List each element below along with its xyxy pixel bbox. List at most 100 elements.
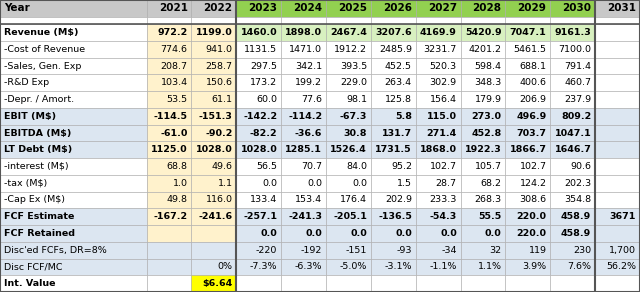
Text: 116.0: 116.0	[205, 195, 232, 204]
Bar	[371, 24, 416, 41]
Bar	[0, 108, 147, 125]
Bar	[326, 108, 371, 125]
Bar	[550, 91, 595, 108]
Bar	[191, 108, 236, 125]
Bar	[191, 91, 236, 108]
Text: 0%: 0%	[218, 263, 232, 271]
Text: -6.3%: -6.3%	[294, 263, 322, 271]
Text: 3207.6: 3207.6	[375, 28, 412, 37]
Text: 297.5: 297.5	[250, 62, 277, 71]
Bar	[371, 141, 416, 158]
Text: 220.0: 220.0	[516, 229, 547, 238]
Text: 30.8: 30.8	[344, 128, 367, 138]
Bar	[506, 258, 550, 275]
Text: 688.1: 688.1	[520, 62, 547, 71]
Bar	[371, 175, 416, 192]
Text: 68.8: 68.8	[166, 162, 188, 171]
Text: -Depr. / Amort.: -Depr. / Amort.	[4, 95, 75, 104]
Bar	[550, 275, 595, 292]
Bar	[461, 125, 506, 141]
Bar	[281, 208, 326, 225]
Text: 809.2: 809.2	[561, 112, 591, 121]
Text: -R&D Exp: -R&D Exp	[4, 78, 50, 87]
Bar	[191, 141, 236, 158]
Text: 1131.5: 1131.5	[244, 45, 277, 54]
Text: 56.5: 56.5	[257, 162, 277, 171]
Text: 268.3: 268.3	[474, 195, 502, 204]
Text: -7.3%: -7.3%	[250, 263, 277, 271]
Bar	[416, 192, 461, 208]
Bar	[461, 192, 506, 208]
Bar	[595, 125, 640, 141]
Bar	[147, 158, 191, 175]
Text: 53.5: 53.5	[166, 95, 188, 104]
Bar	[0, 41, 147, 58]
Text: 354.8: 354.8	[564, 195, 591, 204]
Bar	[595, 17, 640, 24]
Text: 9161.3: 9161.3	[554, 28, 591, 37]
Bar	[147, 208, 191, 225]
Bar	[236, 108, 281, 125]
Bar	[236, 275, 281, 292]
Text: 179.9: 179.9	[475, 95, 502, 104]
Bar	[281, 258, 326, 275]
Text: 2027: 2027	[428, 4, 457, 13]
Bar	[371, 258, 416, 275]
Bar	[236, 225, 281, 242]
Text: -interest (M$): -interest (M$)	[4, 162, 69, 171]
Bar	[461, 158, 506, 175]
Bar	[550, 74, 595, 91]
Bar	[0, 275, 147, 292]
Bar	[506, 58, 550, 74]
Text: Int. Value: Int. Value	[4, 279, 56, 288]
Bar	[326, 158, 371, 175]
Text: 2485.9: 2485.9	[379, 45, 412, 54]
Bar	[416, 108, 461, 125]
Bar	[550, 208, 595, 225]
Bar	[191, 175, 236, 192]
Bar	[236, 0, 281, 17]
Text: 202.3: 202.3	[564, 179, 591, 188]
Bar	[147, 275, 191, 292]
Text: 2030: 2030	[563, 4, 591, 13]
Bar	[416, 17, 461, 24]
Text: -151.3: -151.3	[198, 112, 232, 121]
Text: 258.7: 258.7	[205, 62, 232, 71]
Text: 2028: 2028	[472, 4, 502, 13]
Bar	[236, 125, 281, 141]
Text: 220.0: 220.0	[516, 212, 547, 221]
Bar	[416, 41, 461, 58]
Text: 0.0: 0.0	[350, 229, 367, 238]
Bar	[506, 17, 550, 24]
Bar	[147, 192, 191, 208]
Text: 7.6%: 7.6%	[567, 263, 591, 271]
Bar	[461, 0, 506, 17]
Text: 1922.3: 1922.3	[465, 145, 502, 154]
Bar	[595, 41, 640, 58]
Bar	[191, 208, 236, 225]
Bar	[0, 91, 147, 108]
Text: 1.0: 1.0	[173, 179, 188, 188]
Bar	[236, 74, 281, 91]
Bar	[461, 24, 506, 41]
Text: 102.7: 102.7	[520, 162, 547, 171]
Text: 520.3: 520.3	[429, 62, 457, 71]
Bar	[281, 58, 326, 74]
Text: 84.0: 84.0	[346, 162, 367, 171]
Bar	[550, 41, 595, 58]
Text: 49.6: 49.6	[211, 162, 232, 171]
Bar	[0, 74, 147, 91]
Text: 791.4: 791.4	[564, 62, 591, 71]
Text: 941.0: 941.0	[205, 45, 232, 54]
Bar	[0, 258, 147, 275]
Bar	[236, 208, 281, 225]
Bar	[191, 74, 236, 91]
Text: 237.9: 237.9	[564, 95, 591, 104]
Text: 1125.0: 1125.0	[151, 145, 188, 154]
Bar	[416, 58, 461, 74]
Bar	[550, 192, 595, 208]
Bar	[595, 91, 640, 108]
Text: 1526.4: 1526.4	[330, 145, 367, 154]
Bar	[550, 125, 595, 141]
Bar	[506, 242, 550, 258]
